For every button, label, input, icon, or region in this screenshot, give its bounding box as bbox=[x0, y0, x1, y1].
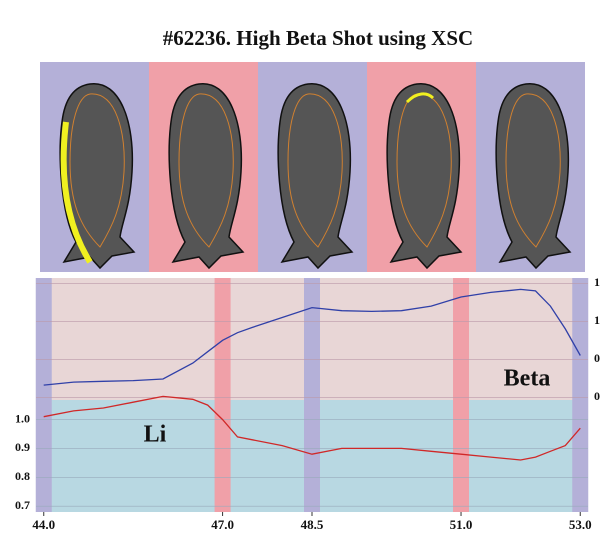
plasma bbox=[386, 82, 462, 269]
series-label: Beta bbox=[504, 366, 551, 392]
y-tick-label: 0.7 bbox=[15, 498, 30, 512]
series-label: Li bbox=[144, 422, 167, 448]
y-tick-label: 0.9 bbox=[15, 440, 30, 454]
x-tick-label: 47.0 bbox=[211, 517, 234, 532]
y2-tick-label: 1 bbox=[594, 275, 600, 289]
plasma bbox=[59, 82, 135, 269]
series-line bbox=[43, 395, 581, 461]
time-band bbox=[453, 278, 470, 512]
time-band bbox=[214, 278, 231, 512]
y-tick-label: 0.8 bbox=[15, 469, 30, 483]
chart-title: #62236. High Beta Shot using XSC bbox=[163, 26, 473, 50]
x-tick-label: 44.0 bbox=[32, 517, 55, 532]
time-band bbox=[572, 278, 589, 512]
y2-tick-label: 0 bbox=[594, 351, 600, 365]
time-band bbox=[35, 278, 52, 512]
equilibrium-panels bbox=[40, 62, 585, 272]
x-tick-label: 51.0 bbox=[450, 517, 473, 532]
x-tick-label: 53.0 bbox=[569, 517, 592, 532]
y-tick-label: 1.0 bbox=[15, 411, 30, 425]
series-line bbox=[43, 288, 581, 386]
time-band bbox=[304, 278, 320, 512]
x-tick-label: 48.5 bbox=[301, 517, 324, 532]
y2-tick-label: 0 bbox=[594, 389, 600, 403]
y2-tick-label: 1 bbox=[594, 313, 600, 327]
